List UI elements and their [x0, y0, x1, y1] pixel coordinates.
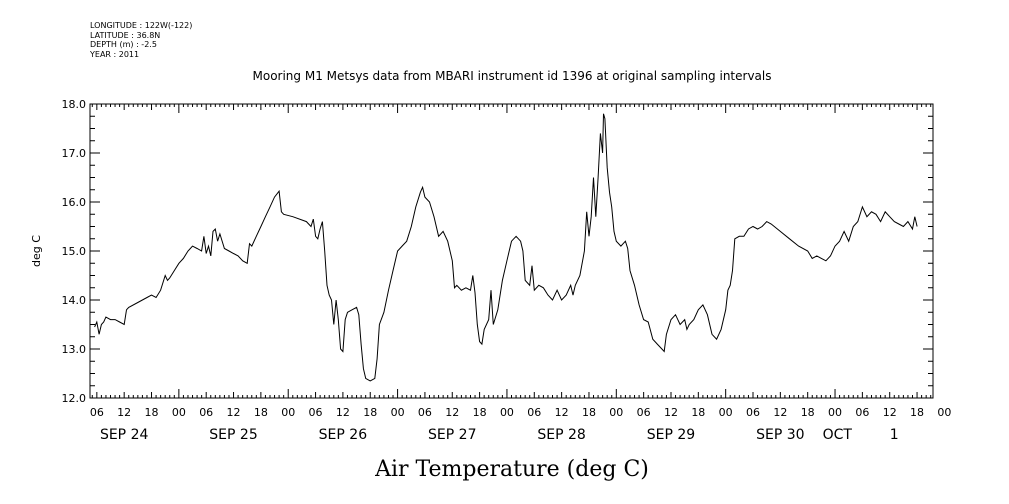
x-date-label: SEP 24 — [100, 427, 149, 443]
x-date-label: SEP 29 — [647, 427, 695, 443]
x-hour-tick-label: 06 — [855, 406, 869, 419]
air-temperature-line — [94, 113, 918, 382]
y-tick-label: 12.0 — [62, 392, 87, 405]
x-date-label: SEP 25 — [209, 427, 257, 443]
year-text: YEAR : 2011 — [90, 49, 140, 59]
x-hour-tick-label: 12 — [227, 406, 241, 419]
x-date-label: SEP 26 — [319, 427, 368, 443]
x-hour-tick-label: 00 — [719, 406, 733, 419]
x-axis-label: Air Temperature (deg C) — [374, 457, 649, 482]
x-hour-tick-label: 06 — [637, 406, 651, 419]
y-tick-label: 15.0 — [62, 245, 87, 258]
x-hour-tick-label: 18 — [582, 406, 596, 419]
y-tick-label: 14.0 — [62, 294, 87, 307]
y-tick-label: 18.0 — [62, 98, 87, 111]
x-date-label: OCT — [823, 427, 853, 443]
x-hour-tick-label: 18 — [363, 406, 377, 419]
x-axis: 06 12 18 00 06 12 18 00 06 12 18 00 06 12 18 00 06 12 18 00… — [90, 104, 951, 443]
x-hour-tick-label: 00 — [391, 406, 405, 419]
x-hour-tick-label: 06 — [527, 406, 541, 419]
x-hour-tick-label: 00 — [937, 406, 951, 419]
latitude-text: LATITUDE : 36.8N — [90, 30, 161, 40]
x-hour-tick-label: 12 — [664, 406, 678, 419]
y-axis: 12.0 13.0 14.0 15.0 16.0 17.0 18.0 — [62, 98, 933, 405]
x-hour-tick-label: 12 — [773, 406, 787, 419]
depth-text: DEPTH (m) : -2.5 — [90, 40, 157, 49]
plot-frame — [89, 103, 934, 399]
x-hour-tick-label: 12 — [336, 406, 350, 419]
x-hour-tick-label: 18 — [473, 406, 487, 419]
x-hour-tick-label: 18 — [145, 406, 159, 419]
x-hour-tick-label: 06 — [199, 406, 213, 419]
x-hour-tick-label: 12 — [117, 406, 131, 419]
metadata-block: LONGITUDE : 122W(-122) LATITUDE : 36.8N … — [90, 21, 192, 59]
x-hour-tick-label: 18 — [910, 406, 924, 419]
y-tick-label: 16.0 — [62, 196, 87, 209]
x-hour-tick-label: 18 — [801, 406, 815, 419]
x-hour-tick-label: 12 — [883, 406, 897, 419]
x-hour-tick-label: 12 — [445, 406, 459, 419]
x-date-label: SEP 27 — [428, 427, 476, 443]
x-date-label: 1 — [890, 427, 899, 443]
longitude-text: LONGITUDE : 122W(-122) — [90, 21, 193, 30]
y-axis-label: deg C — [30, 235, 43, 267]
x-hour-tick-label: 06 — [746, 406, 760, 419]
x-hour-tick-label: 00 — [828, 406, 842, 419]
x-hour-tick-label: 00 — [500, 406, 514, 419]
x-hour-tick-label: 06 — [418, 406, 432, 419]
x-hour-tick-label: 06 — [309, 406, 323, 419]
y-tick-label: 13.0 — [62, 343, 87, 356]
x-hour-tick-label: 12 — [555, 406, 569, 419]
x-hour-tick-label: 00 — [172, 406, 186, 419]
x-hour-tick-label: 06 — [90, 406, 104, 419]
chart-title: Mooring M1 Metsys data from MBARI instru… — [253, 69, 772, 83]
x-hour-tick-label: 00 — [281, 406, 295, 419]
x-date-label: SEP 30 — [756, 427, 804, 443]
x-hour-tick-label: 00 — [609, 406, 623, 419]
y-tick-label: 17.0 — [62, 147, 87, 160]
x-hour-tick-label: 18 — [254, 406, 268, 419]
x-date-label: SEP 28 — [537, 427, 585, 443]
x-hour-tick-label: 18 — [691, 406, 705, 419]
